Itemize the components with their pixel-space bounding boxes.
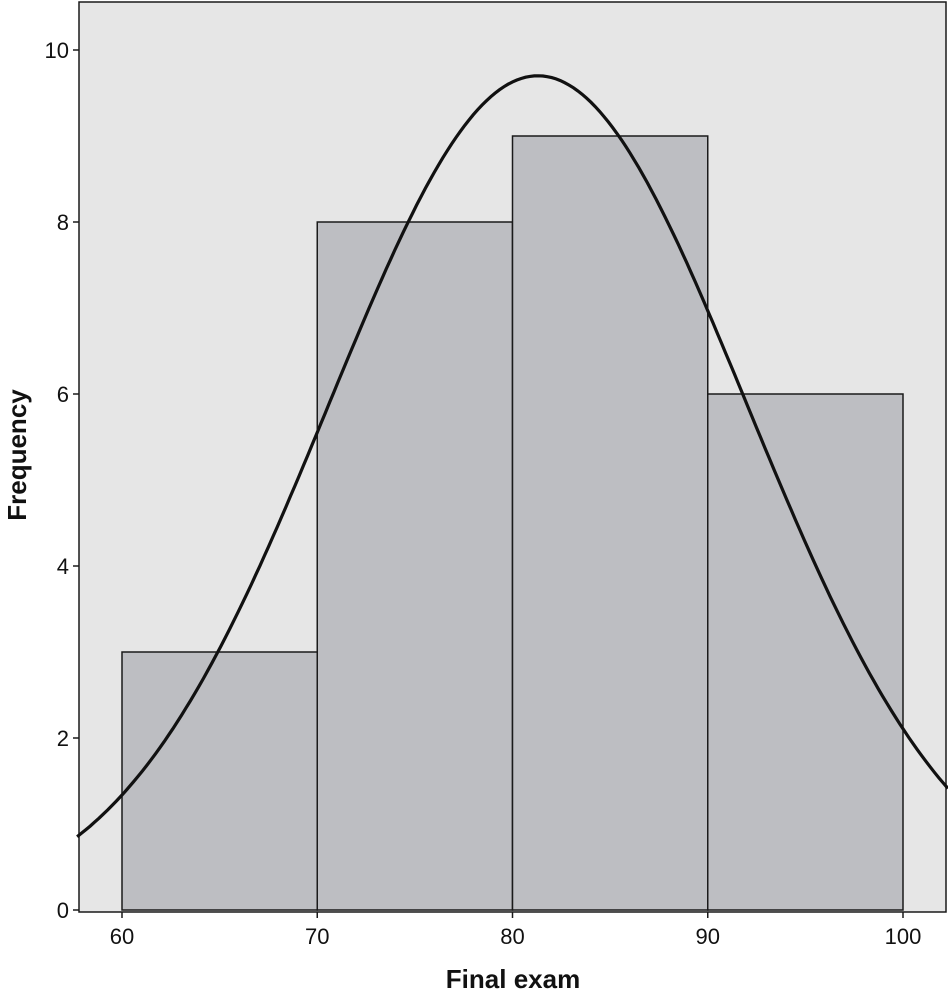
x-tick-label-90: 90 xyxy=(696,924,720,949)
x-tick-label-80: 80 xyxy=(500,924,524,949)
y-tick-label-4: 4 xyxy=(57,554,69,579)
normal-curve xyxy=(76,74,948,838)
x-tick-label-70: 70 xyxy=(305,924,329,949)
y-axis: 0 2 4 6 8 10 xyxy=(45,38,79,923)
histogram-bar-80-90 xyxy=(511,135,709,911)
x-axis-title: Final exam xyxy=(446,964,580,994)
y-tick-label-6: 6 xyxy=(57,382,69,407)
x-tick-label-60: 60 xyxy=(110,924,134,949)
x-axis: 60 70 80 90 100 xyxy=(110,912,922,949)
y-axis-title: Frequency xyxy=(2,389,32,521)
y-tick-label-2: 2 xyxy=(57,726,69,751)
histogram-bar-90-100 xyxy=(707,393,904,911)
y-tick-label-0: 0 xyxy=(57,898,69,923)
y-tick-label-8: 8 xyxy=(57,210,69,235)
histogram-bar-70-80 xyxy=(316,221,514,911)
y-tick-label-10: 10 xyxy=(45,38,69,63)
x-tick-label-100: 100 xyxy=(885,924,922,949)
bars-group xyxy=(121,135,904,911)
histogram-bar-60-70 xyxy=(121,651,318,911)
